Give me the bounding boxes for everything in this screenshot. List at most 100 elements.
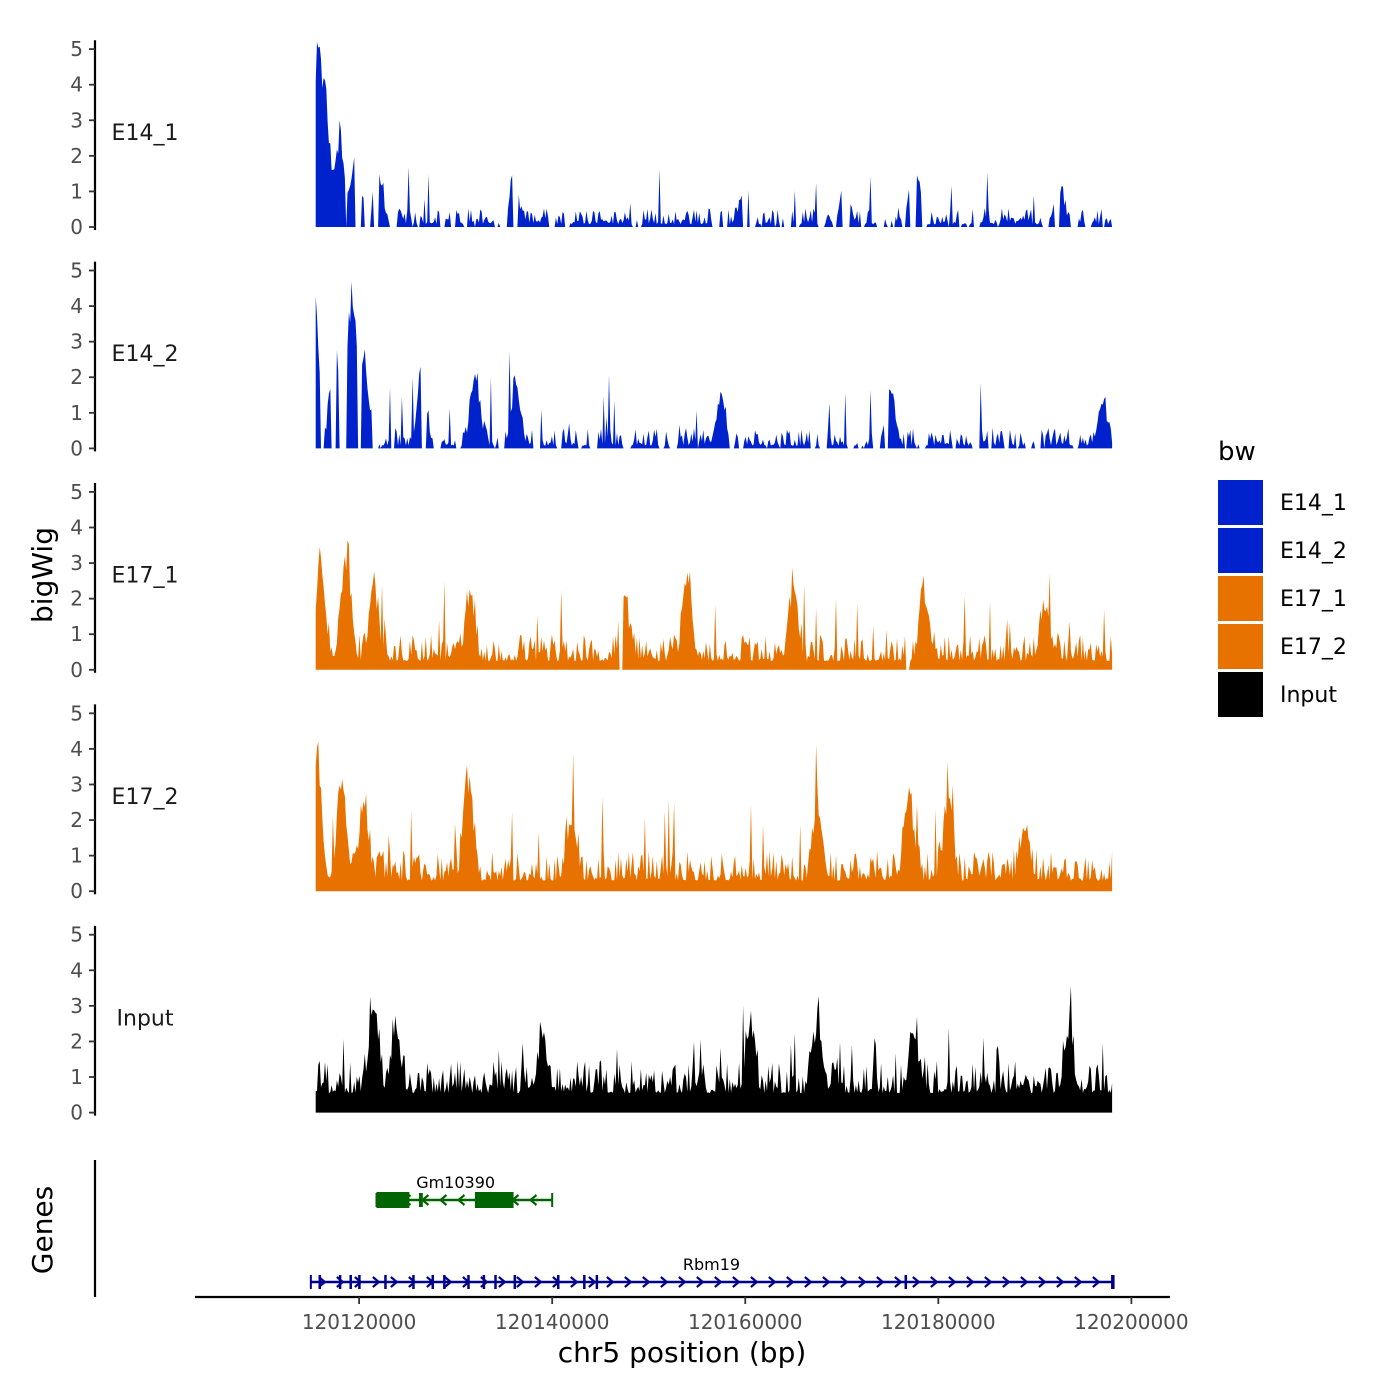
exon — [474, 1192, 514, 1208]
legend-label: E14_1 — [1280, 491, 1347, 516]
y-tick-label: 2 — [70, 587, 83, 611]
strand-arrow — [678, 1276, 687, 1288]
exon — [443, 1275, 446, 1289]
exon — [482, 1275, 486, 1289]
x-tick-label: 120200000 — [1074, 1310, 1189, 1334]
track-panel-input: 0 1 2 3 4 5 Input — [70, 923, 1113, 1125]
exon — [349, 1275, 352, 1289]
track-panel-e17-2: 0 1 2 3 4 5 E17_2 — [70, 701, 1113, 903]
strand-arrow — [1092, 1276, 1101, 1288]
strand-arrow — [948, 1276, 957, 1288]
strand-arrow — [444, 1276, 453, 1288]
strand-arrow — [1020, 1276, 1029, 1288]
strand-arrow — [1002, 1276, 1011, 1288]
strand-arrow — [1074, 1276, 1083, 1288]
track-label: E14_2 — [112, 342, 179, 367]
strand-arrow — [438, 1194, 448, 1206]
x-tick-label: 120120000 — [302, 1310, 417, 1334]
y-tick-label: 2 — [70, 144, 83, 168]
strand-arrow — [456, 1194, 466, 1206]
strand-arrow — [930, 1276, 939, 1288]
y-tick-label: 0 — [70, 658, 83, 682]
track-label: Input — [117, 1006, 174, 1031]
exon — [384, 1275, 387, 1289]
gene-gm10390: Gm10390 — [375, 1173, 554, 1208]
strand-arrow — [768, 1276, 777, 1288]
y-tick-label: 0 — [70, 215, 83, 239]
exon — [513, 1275, 517, 1289]
gene-label: Gm10390 — [416, 1173, 495, 1192]
strand-arrow — [1056, 1276, 1065, 1288]
exon — [418, 1193, 423, 1207]
strand-arrow — [642, 1276, 651, 1288]
strand-arrow — [696, 1276, 705, 1288]
y-tick-label: 1 — [70, 844, 83, 868]
x-axis: 120120000 120140000 120160000 120180000 1202… — [195, 1295, 1189, 1334]
exon — [376, 1192, 410, 1208]
y-tick-label: 0 — [70, 1101, 83, 1125]
coverage-area-e17-1 — [315, 540, 1113, 670]
y-tick-label: 3 — [70, 330, 83, 354]
track-label: E17_2 — [112, 785, 179, 810]
tracks-group: 0 1 2 3 4 5 E14_1 0 1 2 3 4 5 E14_2 0 1 2 3 4 5 E17_1 0 1 2 3 4 5 E… — [70, 37, 1113, 1125]
legend-swatch — [1218, 480, 1263, 525]
y-tick-label: 4 — [70, 737, 83, 761]
strand-arrow — [984, 1276, 993, 1288]
y-tick-label: 5 — [70, 259, 83, 283]
y-tick-label: 2 — [70, 1029, 83, 1053]
track-panel-e14-2: 0 1 2 3 4 5 E14_2 — [70, 259, 1113, 460]
legend-swatch — [1218, 672, 1263, 717]
strand-arrow — [966, 1276, 975, 1288]
legend-label: E14_2 — [1280, 539, 1347, 564]
legend-title: bw — [1218, 437, 1256, 467]
y-tick-label: 1 — [70, 1065, 83, 1089]
strand-arrow — [876, 1276, 885, 1288]
gene-rbm19: Rbm19 — [309, 1255, 1115, 1289]
y-tick-label: 5 — [70, 701, 83, 725]
gene-label: Rbm19 — [683, 1255, 740, 1274]
y-tick-label: 3 — [70, 108, 83, 132]
strand-arrow — [408, 1276, 417, 1288]
exon — [412, 1275, 415, 1289]
legend-swatch — [1218, 624, 1263, 669]
strand-arrow — [804, 1276, 813, 1288]
y-tick-label: 4 — [70, 515, 83, 539]
coverage-area-input — [315, 985, 1113, 1113]
strand-arrow — [750, 1276, 759, 1288]
y-tick-label: 1 — [70, 179, 83, 203]
legend-label: E17_2 — [1280, 635, 1347, 660]
strand-arrow — [732, 1276, 741, 1288]
strand-arrow — [858, 1276, 867, 1288]
strand-arrow — [894, 1276, 903, 1288]
genes-track: Gm10390 Rbm19 — [93, 1160, 1115, 1297]
strand-arrow — [516, 1276, 525, 1288]
exon — [338, 1275, 342, 1289]
strand-arrow — [714, 1276, 723, 1288]
strand-arrow — [786, 1276, 795, 1288]
x-axis-title: chr5 position (bp) — [558, 1336, 807, 1369]
strand-arrow — [372, 1276, 381, 1288]
y-tick-label: 3 — [70, 772, 83, 796]
y-tick-label: 4 — [70, 958, 83, 982]
y-tick-label: 5 — [70, 480, 83, 504]
exon — [358, 1275, 361, 1289]
exon — [595, 1275, 599, 1289]
exon — [557, 1275, 560, 1289]
x-tick-label: 120140000 — [495, 1310, 610, 1334]
y-tick-label: 0 — [70, 879, 83, 903]
track-label: E14_1 — [112, 121, 179, 146]
strand-arrow — [660, 1276, 669, 1288]
y-tick-label: 5 — [70, 923, 83, 947]
strand-arrow — [606, 1276, 615, 1288]
strand-arrow — [570, 1276, 579, 1288]
exon — [583, 1275, 586, 1289]
y-tick-label: 4 — [70, 294, 83, 318]
track-panel-e17-1: 0 1 2 3 4 5 E17_1 — [70, 480, 1113, 682]
strand-arrow — [822, 1276, 831, 1288]
exon — [318, 1275, 322, 1289]
coverage-area-e17-2 — [315, 741, 1113, 892]
y-tick-label: 0 — [70, 436, 83, 460]
exon — [494, 1275, 497, 1289]
exon — [431, 1275, 435, 1289]
